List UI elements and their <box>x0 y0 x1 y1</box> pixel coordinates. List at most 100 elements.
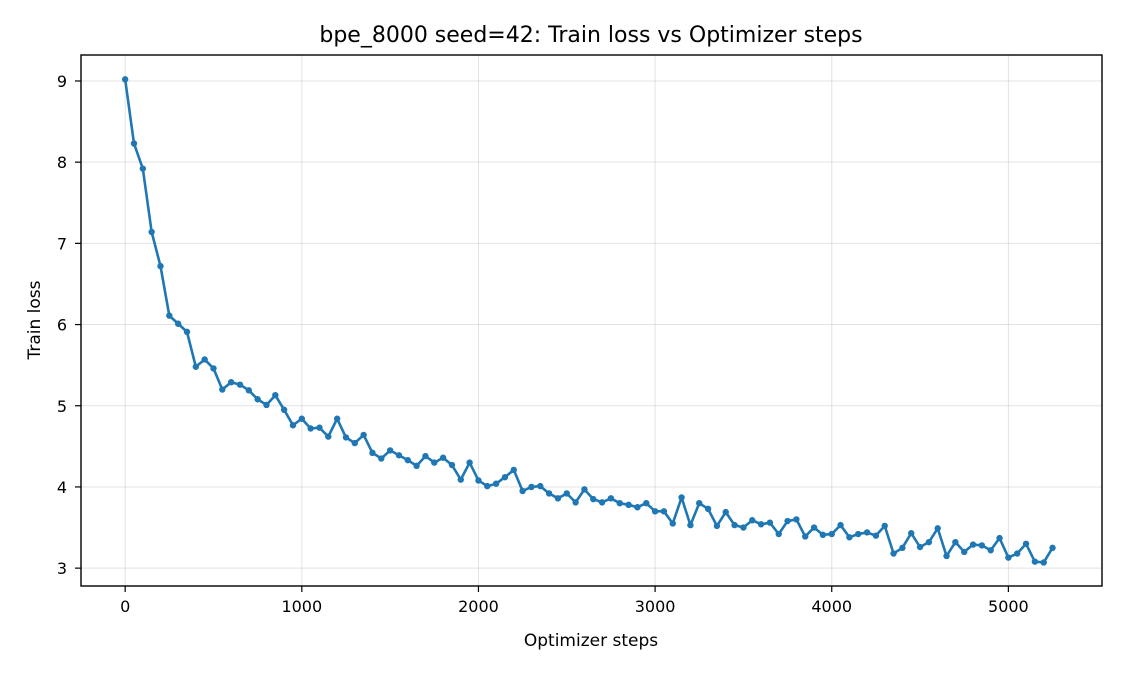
data-point <box>731 521 738 529</box>
data-point <box>528 483 535 491</box>
y-tick-label: 8 <box>57 153 67 172</box>
data-point <box>139 165 147 172</box>
data-point <box>280 406 288 414</box>
data-point <box>643 499 650 507</box>
data-point <box>448 461 456 469</box>
x-axis-label: Optimizer steps <box>524 631 658 651</box>
data-point <box>908 530 915 537</box>
data-point <box>166 312 173 319</box>
data-point <box>254 396 261 403</box>
data-point <box>713 522 721 530</box>
data-point <box>625 501 632 509</box>
data-point <box>696 499 703 507</box>
data-point <box>386 447 394 454</box>
data-point <box>634 504 641 511</box>
data-point <box>784 517 791 525</box>
data-point <box>157 262 164 270</box>
data-point <box>766 519 774 526</box>
data-point <box>325 433 332 440</box>
plot-frame <box>80 54 1103 587</box>
data-point <box>943 552 950 560</box>
data-point <box>298 415 306 422</box>
data-point <box>740 524 747 531</box>
data-point <box>916 543 924 551</box>
y-tick-label: 7 <box>57 234 67 253</box>
data-point <box>492 480 500 487</box>
data-point <box>333 415 341 422</box>
data-point <box>704 505 712 513</box>
data-point <box>952 538 959 546</box>
x-tick-label: 5000 <box>988 597 1029 616</box>
data-point <box>775 530 782 538</box>
data-point <box>793 516 800 523</box>
data-point <box>378 455 385 462</box>
data-point <box>669 520 676 527</box>
data-point <box>1014 550 1021 557</box>
data-point <box>148 228 155 236</box>
x-tick-label: 3000 <box>635 597 676 616</box>
data-point <box>651 508 659 515</box>
data-point <box>872 532 880 539</box>
data-point <box>722 508 729 516</box>
data-point <box>934 525 941 532</box>
data-point <box>545 490 553 497</box>
y-tick-label: 3 <box>57 559 67 578</box>
data-point <box>802 533 809 540</box>
data-point <box>1049 544 1056 552</box>
data-point <box>598 499 606 506</box>
data-point <box>457 476 464 483</box>
data-point <box>828 530 835 538</box>
data-point <box>342 434 350 441</box>
data-point <box>422 452 429 460</box>
data-point <box>192 363 200 370</box>
data-point <box>121 76 129 83</box>
data-point <box>572 499 579 506</box>
data-point <box>890 550 897 557</box>
data-point <box>660 508 668 515</box>
data-point <box>554 495 562 502</box>
data-point <box>537 482 544 490</box>
data-point <box>616 499 623 507</box>
data-point <box>881 522 888 530</box>
data-point <box>1022 540 1030 547</box>
x-tick-label: 0 <box>120 597 130 616</box>
data-point <box>272 391 279 399</box>
data-point <box>431 459 438 466</box>
data-point <box>360 431 367 439</box>
data-point <box>961 548 968 556</box>
data-point <box>987 547 994 554</box>
data-point <box>996 534 1003 542</box>
data-point <box>130 140 138 147</box>
data-point <box>510 466 517 474</box>
data-point <box>899 544 906 552</box>
data-point <box>1031 558 1039 565</box>
y-tick-label: 5 <box>57 397 67 416</box>
data-point <box>369 449 376 457</box>
data-point <box>395 452 403 459</box>
data-point <box>413 462 420 470</box>
data-point <box>316 424 323 431</box>
y-axis-label: Train loss <box>25 280 45 360</box>
data-point <box>307 425 314 432</box>
y-tick-label: 6 <box>57 316 67 335</box>
data-point <box>1040 559 1047 566</box>
data-point <box>749 517 756 524</box>
x-tick-label: 1000 <box>281 597 322 616</box>
data-point <box>863 529 871 536</box>
data-point <box>227 379 235 386</box>
data-point <box>245 387 253 394</box>
data-point <box>519 487 526 495</box>
chart-title: bpe_8000 seed=42: Train loss vs Optimize… <box>319 23 862 48</box>
data-point <box>289 422 297 429</box>
data-point <box>201 356 208 363</box>
data-point <box>501 474 509 481</box>
data-point <box>1005 554 1012 561</box>
x-tick-label: 2000 <box>458 597 499 616</box>
data-point <box>678 494 685 501</box>
data-point <box>236 381 244 388</box>
grid-lines <box>81 55 1102 586</box>
data-point <box>978 542 986 549</box>
data-point <box>183 328 191 336</box>
data-point <box>475 477 482 484</box>
data-point <box>466 459 473 466</box>
